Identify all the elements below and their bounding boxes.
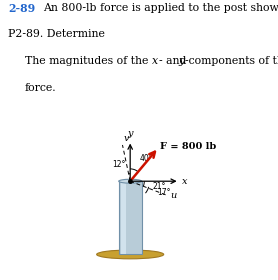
Bar — [121, 181, 126, 254]
Text: force.: force. — [25, 83, 57, 93]
Text: v: v — [124, 134, 129, 143]
Bar — [119, 181, 142, 254]
Text: 2-89: 2-89 — [8, 3, 36, 14]
Text: x: x — [152, 56, 158, 66]
Text: y: y — [178, 56, 184, 66]
Text: y: y — [127, 129, 133, 138]
Text: 12°: 12° — [112, 160, 125, 169]
Ellipse shape — [97, 250, 164, 259]
Text: The magnitudes of the: The magnitudes of the — [25, 56, 152, 66]
Text: x: x — [182, 177, 188, 186]
Text: -components of the: -components of the — [185, 56, 278, 66]
Text: - and: - and — [159, 56, 190, 66]
Text: P2-89. Determine: P2-89. Determine — [8, 29, 105, 39]
Text: 21°: 21° — [152, 182, 166, 191]
Text: 40°: 40° — [140, 154, 153, 163]
Text: F = 800 lb: F = 800 lb — [160, 142, 217, 151]
Text: An 800-lb force is applied to the post shown in Fig.: An 800-lb force is applied to the post s… — [43, 3, 278, 13]
Ellipse shape — [119, 179, 142, 183]
Text: 17°: 17° — [158, 188, 171, 197]
Text: u: u — [170, 191, 177, 200]
